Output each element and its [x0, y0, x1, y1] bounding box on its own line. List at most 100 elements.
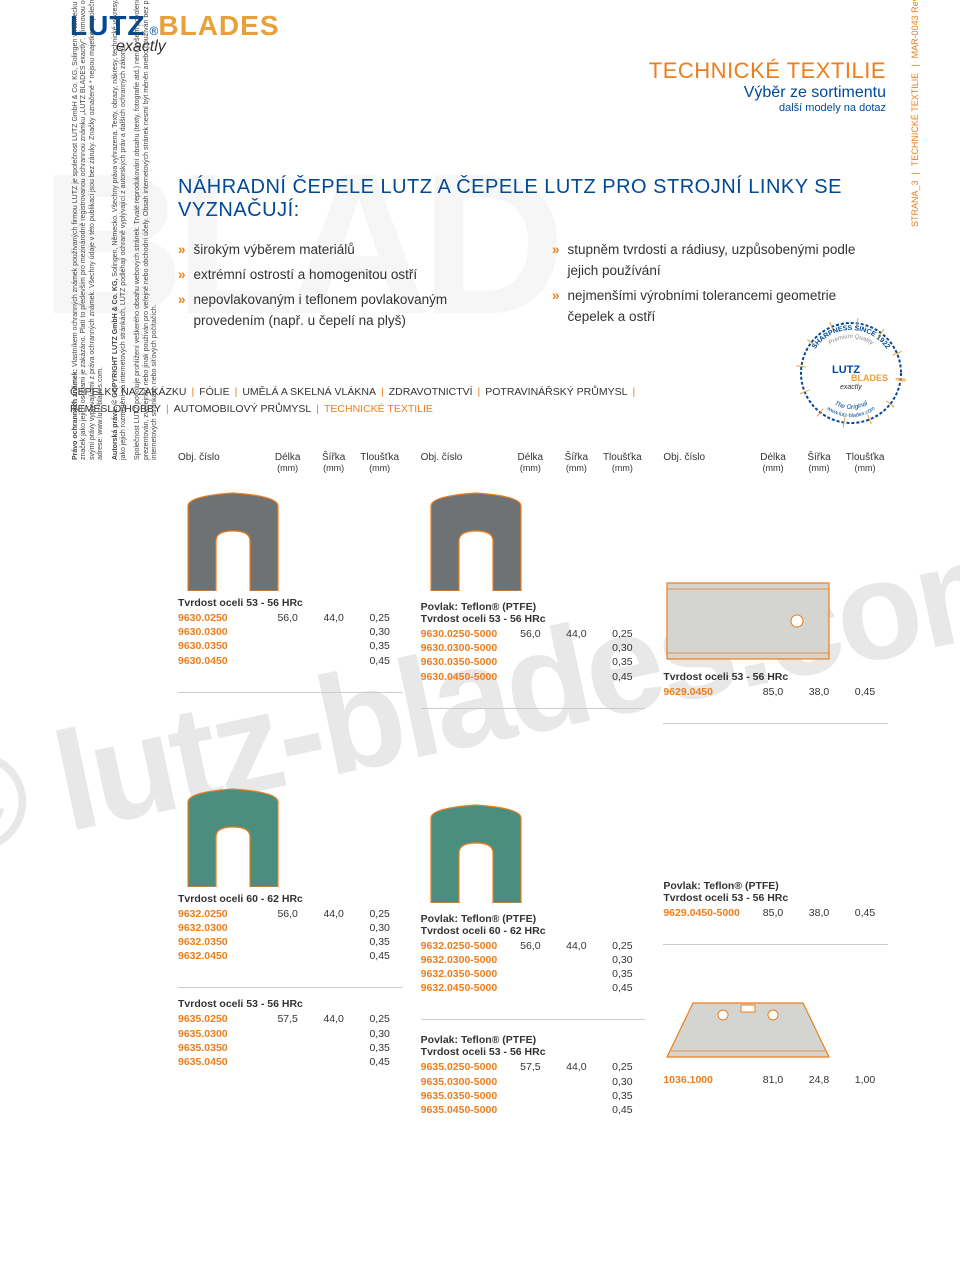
page-title: TECHNICKÉ TEXTILIE [649, 58, 886, 84]
product-row: 9635.0450 0,45 [178, 1055, 403, 1069]
dim-length [265, 1055, 311, 1069]
intro-block: NÁHRADNÍ ČEPELE LUTZ A ČEPELE LUTZ PRO S… [178, 176, 886, 336]
obj-number: 9635.0250 [178, 1012, 265, 1026]
docref-page: STRANA_3 [910, 180, 920, 227]
product-row: 9630.0350-5000 0,35 [421, 655, 646, 669]
dim-length: 85,0 [750, 685, 796, 699]
obj-number: 9635.0450-5000 [421, 1103, 508, 1117]
coating-label: Povlak: Teflon® (PTFE) [663, 880, 888, 892]
dim-length: 56,0 [265, 907, 311, 921]
dim-length [507, 641, 553, 655]
product-rows: 9635.0250-5000 57,5 44,0 0,25 9635.0300-… [421, 1060, 646, 1117]
product-row: 9635.0450-5000 0,45 [421, 1103, 646, 1117]
product-row: 9632.0450-5000 0,45 [421, 981, 646, 995]
colhead-obj: Obj. číslo [178, 452, 265, 473]
dim-width [553, 1075, 599, 1089]
docref-rev: MAR-0043 Rev. 007/20.06.16 [910, 0, 920, 58]
dim-width [311, 639, 357, 653]
dim-length: 56,0 [265, 611, 311, 625]
dim-thickness: 0,45 [357, 949, 403, 963]
obj-number: 9635.0300-5000 [421, 1075, 508, 1089]
dim-thickness: 0,45 [599, 670, 645, 684]
dim-length [507, 967, 553, 981]
block-separator [178, 692, 403, 693]
svg-text:exactly: exactly [840, 384, 862, 391]
dim-thickness: 0,30 [357, 921, 403, 935]
obj-number: 9632.0250 [178, 907, 265, 921]
dim-thickness: 0,35 [357, 935, 403, 949]
obj-number: 9630.0300 [178, 625, 265, 639]
dim-width [553, 641, 599, 655]
obj-number: 9632.0250-5000 [421, 939, 508, 953]
product-row: 9630.0350 0,35 [178, 639, 403, 653]
dim-width [553, 1089, 599, 1103]
product-block: Tvrdost oceli 53 - 56 HRc 9630.0250 56,0… [178, 481, 403, 668]
dim-width [311, 949, 357, 963]
blade-shape [178, 481, 403, 597]
colhead-obj: Obj. číslo [663, 452, 750, 473]
blade-icon [663, 995, 833, 1065]
product-rows: 9630.0250-5000 56,0 44,0 0,25 9630.0300-… [421, 627, 646, 684]
colhead-wid: Šířka(mm) [796, 452, 842, 473]
dim-width [311, 654, 357, 668]
bullet-text: nepovlakovaným i teflonem povlakovaným p… [194, 290, 512, 332]
obj-number: 9635.0450 [178, 1055, 265, 1069]
product-row: 9635.0350-5000 0,35 [421, 1089, 646, 1103]
product-rows: 9630.0250 56,0 44,0 0,25 9630.0300 0,30 … [178, 611, 403, 668]
hardness-label: Tvrdost oceli 53 - 56 HRc [421, 1046, 646, 1058]
bullet-marker: » [178, 290, 186, 332]
dim-thickness: 0,45 [357, 654, 403, 668]
bullet-marker: » [178, 265, 186, 286]
colhead-obj: Obj. číslo [421, 452, 508, 473]
copyright-p3: Společnost LUTZ povoluje prohlížení vešk… [134, 0, 159, 460]
product-col-2: Obj. číslo Délka(mm) Šířka(mm) Tloušťka(… [421, 452, 646, 1131]
blade-shape [421, 481, 646, 597]
dim-width [553, 1103, 599, 1117]
colhead-thk: Tloušťka(mm) [357, 452, 403, 473]
category-item: POTRAVINÁŘSKÝ PRŮMYSL [485, 386, 627, 398]
colhead-len: Délka(mm) [750, 452, 796, 473]
hardness-label: Tvrdost oceli 53 - 56 HRc [663, 671, 888, 683]
bullet-text: stupněm tvrdosti a rádiusy, uzpůsobenými… [568, 240, 886, 282]
product-rows: 9629.0450-5000 85,0 38,0 0,45 [663, 906, 888, 920]
obj-number: 9632.0450-5000 [421, 981, 508, 995]
dim-width [553, 967, 599, 981]
copyright-h1: Právo ochranných známek: [72, 369, 79, 460]
header-right: TECHNICKÉ TEXTILIE Výběr ze sortimentu d… [649, 58, 886, 114]
dim-thickness: 0,30 [599, 641, 645, 655]
side-copyright: Právo ochranných známek: Vlastníkem ochr… [72, 0, 166, 460]
product-row: 9629.0450-5000 85,0 38,0 0,45 [663, 906, 888, 920]
dim-length [507, 1103, 553, 1117]
dim-length: 56,0 [507, 627, 553, 641]
dim-length [265, 1041, 311, 1055]
dim-width: 44,0 [311, 611, 357, 625]
dim-thickness: 0,25 [357, 1012, 403, 1026]
copyright-h2: Autorská práva: © COPYRIGHT LUTZ GmbH & … [112, 279, 119, 460]
dim-width: 38,0 [796, 906, 842, 920]
product-row: 9632.0250-5000 56,0 44,0 0,25 [421, 939, 646, 953]
category-sep: | [316, 403, 319, 415]
dim-thickness: 0,30 [599, 953, 645, 967]
dim-thickness: 0,45 [599, 1103, 645, 1117]
product-block: Povlak: Teflon® (PTFE)Tvrdost oceli 53 -… [421, 1030, 646, 1117]
dim-width [311, 625, 357, 639]
product-block: Tvrdost oceli 60 - 62 HRc 9632.0250 56,0… [178, 703, 403, 964]
dim-width: 24,8 [796, 1073, 842, 1087]
obj-number: 9635.0250-5000 [421, 1060, 508, 1074]
page-subtitle2: další modely na dotaz [649, 102, 886, 114]
category-item: FÓLIE [199, 386, 229, 398]
blade-shape [421, 719, 646, 909]
obj-number: 9629.0450-5000 [663, 906, 750, 920]
dim-thickness: 0,25 [357, 611, 403, 625]
bullet-marker: » [552, 286, 560, 328]
dim-length [265, 639, 311, 653]
blade-shape [663, 481, 888, 671]
dim-width [311, 935, 357, 949]
column-header: Obj. číslo Délka(mm) Šířka(mm) Tloušťka(… [421, 452, 646, 473]
category-item: AUTOMOBILOVÝ PRŮMYSL [174, 403, 312, 415]
dim-length: 85,0 [750, 906, 796, 920]
product-row: 9630.0250-5000 56,0 44,0 0,25 [421, 627, 646, 641]
dim-width [311, 1027, 357, 1041]
dim-thickness: 0,25 [599, 627, 645, 641]
coating-label: Povlak: Teflon® (PTFE) [421, 913, 646, 925]
